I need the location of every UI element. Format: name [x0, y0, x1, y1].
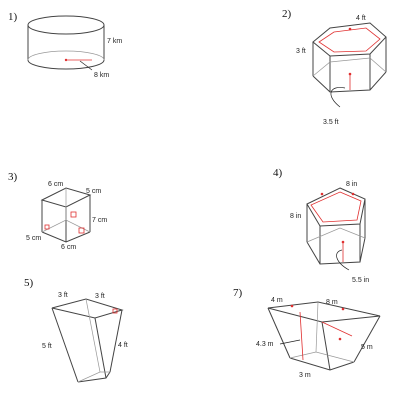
bottom-edge-label: 6 cm — [61, 244, 76, 251]
bottom-label: 3 m — [299, 372, 311, 379]
problem-3: 3) 6 cm 5 cm 7 cm 5 cm 6 cm — [8, 171, 107, 251]
top-right-label: 3 ft — [95, 293, 105, 300]
right-top-label: 5 cm — [86, 188, 101, 195]
apothem-label: 3.5 ft — [323, 119, 339, 126]
problem-number: 2) — [282, 8, 292, 20]
height-label: 8 in — [290, 213, 301, 220]
height-label: 4.3 m — [256, 341, 274, 348]
problem-4: 4) 8 in 8 in 5.5 in — [273, 167, 369, 284]
pentagonal-prism-icon — [306, 187, 366, 271]
frustum-prism-icon — [267, 301, 381, 371]
hexagonal-prism-icon — [312, 22, 387, 108]
top-length-label: 8 m — [326, 299, 338, 306]
problem-1: 1) 7 km 8 km — [8, 11, 122, 79]
slant-label: 5 ft — [42, 343, 52, 350]
problem-number: 7) — [233, 287, 243, 299]
apothem-label: 5.5 in — [352, 277, 369, 284]
height-label: 3 ft — [296, 48, 306, 55]
problem-number: 5) — [24, 277, 34, 289]
trapezoidal-prism-icon — [51, 298, 124, 383]
height-label: 7 cm — [92, 217, 107, 224]
square-prism-icon — [40, 187, 92, 243]
height-label: 7 km — [107, 38, 122, 45]
top-edge-label: 6 cm — [48, 181, 63, 188]
top-width-label: 4 m — [271, 297, 283, 304]
problem-7: 7) 4 m 8 m 4.3 m 5 m 3 m — [233, 287, 381, 379]
left-bottom-label: 5 cm — [26, 235, 41, 242]
problem-5: 5) 3 ft 3 ft 5 ft 4 ft — [24, 277, 128, 383]
slant-label: 5 m — [361, 344, 373, 351]
problem-number: 4) — [273, 167, 283, 179]
top-left-label: 3 ft — [58, 292, 68, 299]
cylinder-icon — [27, 15, 105, 71]
problem-number: 3) — [8, 171, 18, 183]
problem-number: 1) — [8, 11, 18, 23]
side-label: 4 ft — [356, 15, 366, 22]
problem-2: 2) 4 ft 3 ft 3.5 ft — [282, 8, 387, 126]
radius-label: 8 km — [94, 72, 109, 79]
side-label: 4 ft — [118, 342, 128, 349]
side-label: 8 in — [346, 181, 357, 188]
